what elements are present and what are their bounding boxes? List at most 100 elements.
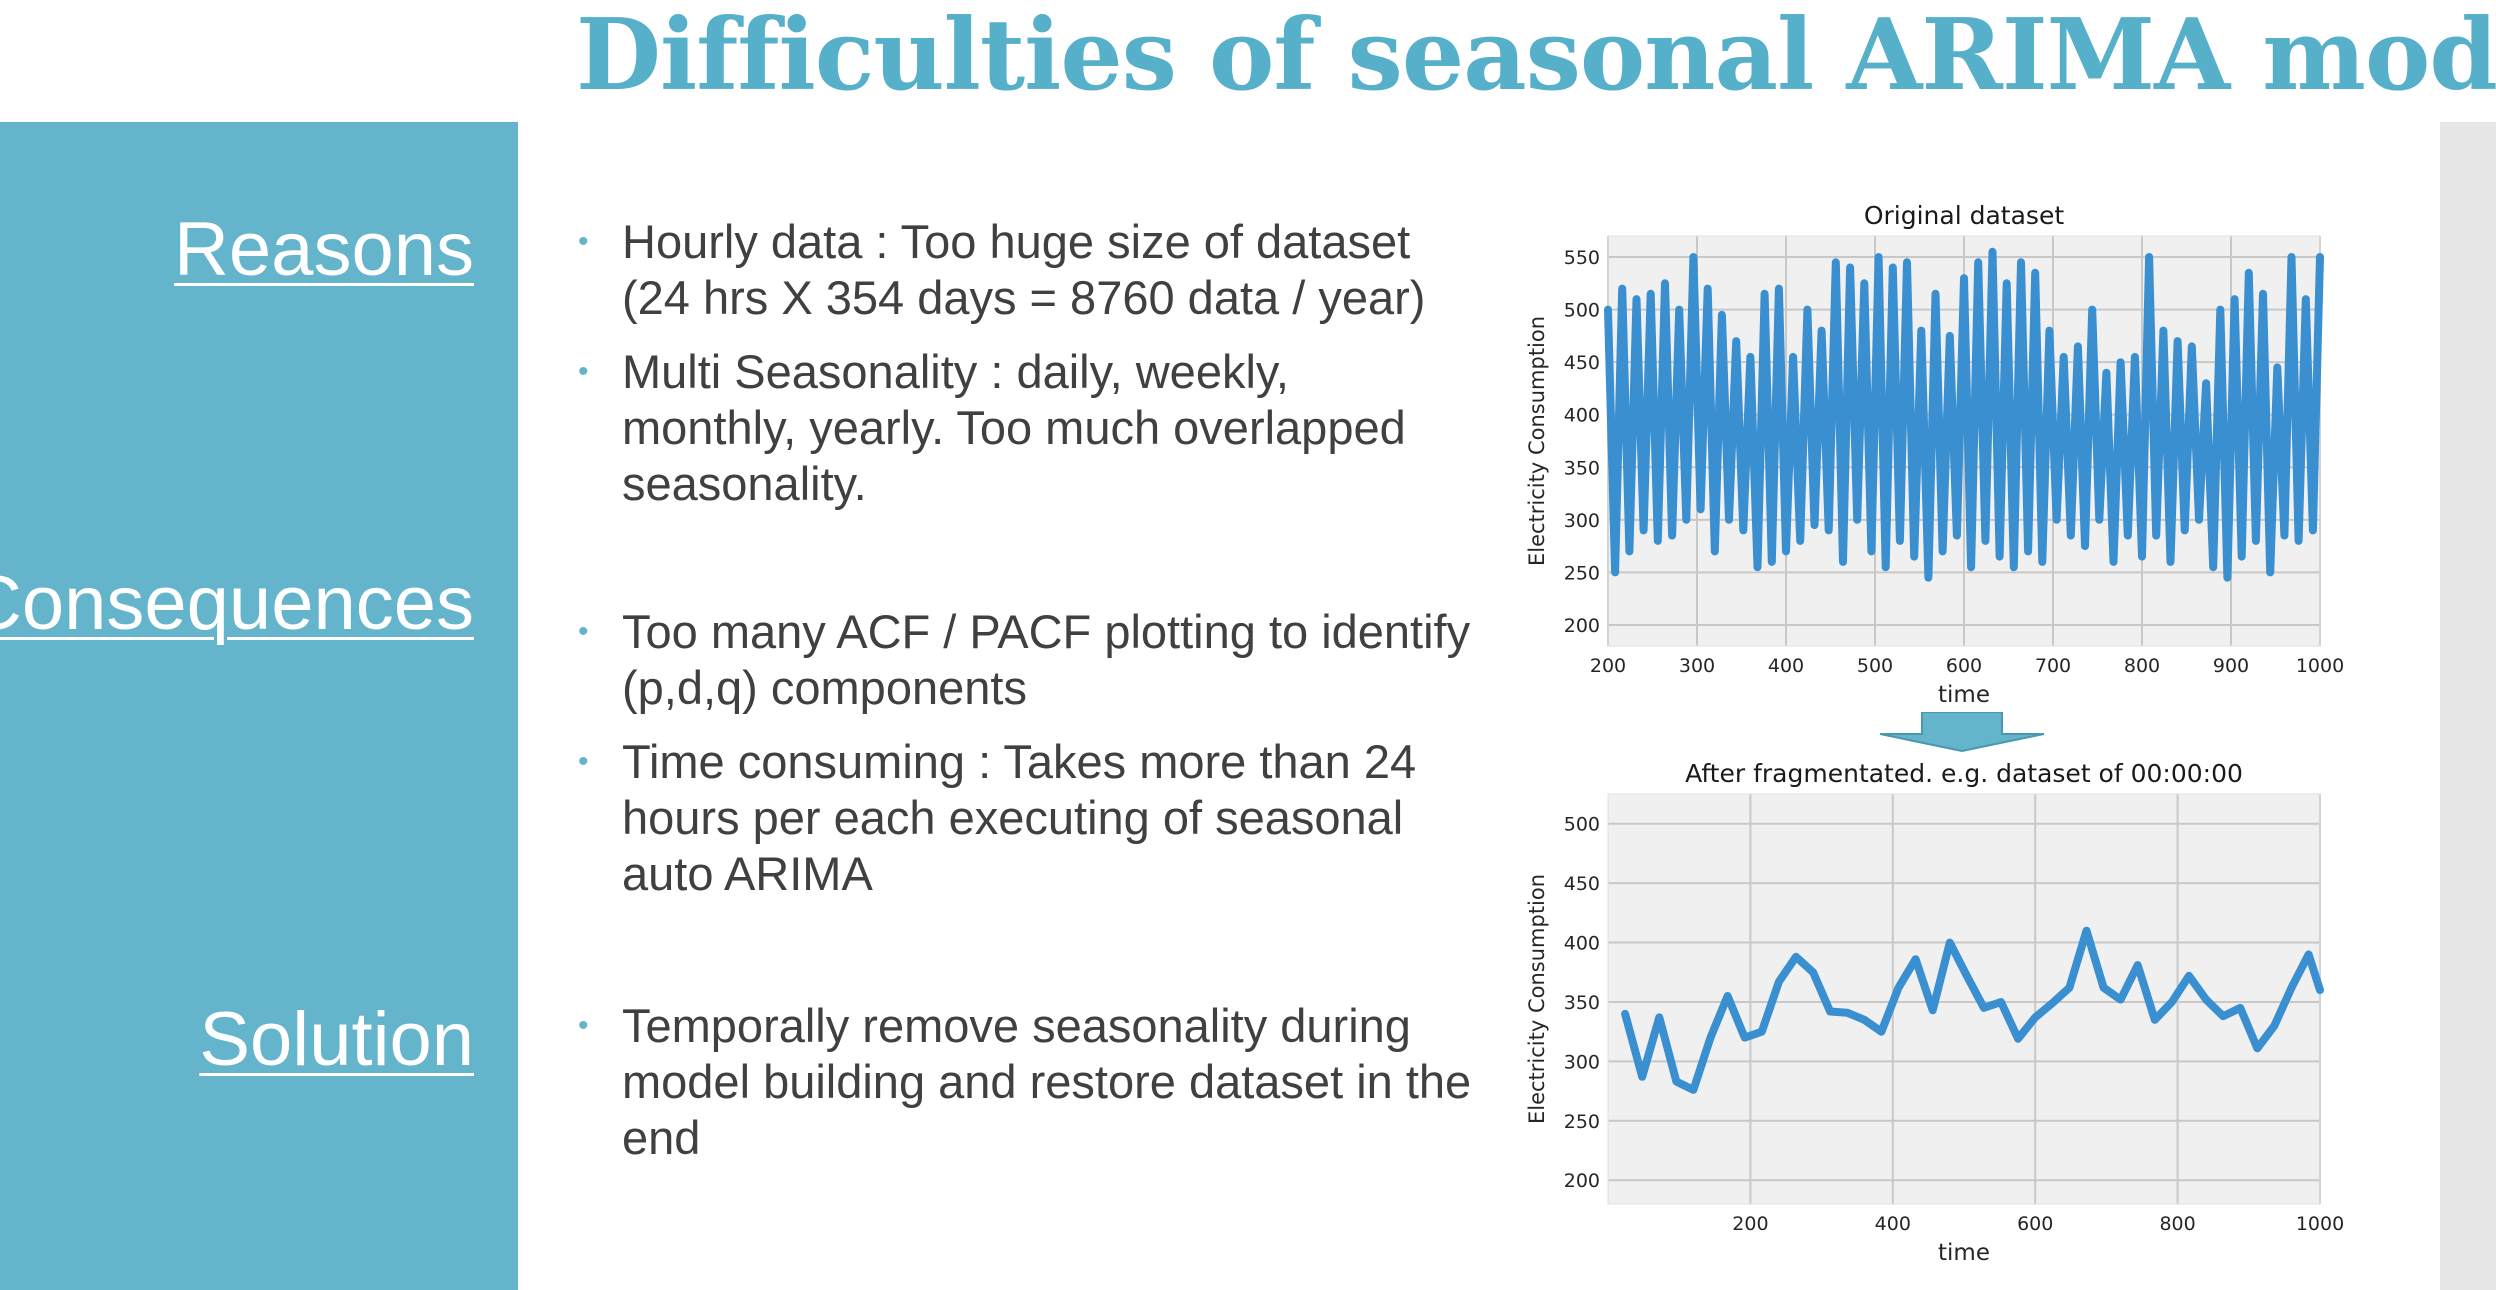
bullet-text: Multi Seasonality : daily, weekly, month…: [622, 345, 1406, 510]
data-point: [2219, 308, 2222, 311]
original-dataset-chart: 200 300 400 500 600 700 800 900 1000 200 250 300 350…: [1525, 201, 2344, 706]
data-point: [2148, 256, 2151, 258]
data-point: [2041, 560, 2044, 563]
y-tick-label: 400: [1564, 933, 1600, 955]
data-point: [1880, 1030, 1883, 1033]
bullet-text: Time consuming : Takes more than 24 hour…: [622, 735, 1417, 900]
data-point: [1970, 566, 1973, 569]
data-point: [1897, 986, 1900, 989]
x-axis-label: time: [1938, 682, 1990, 706]
data-point: [1991, 250, 1994, 253]
data-point: [1977, 261, 1980, 264]
bullet-text: Too many ACF / PACF plotting to identify…: [622, 605, 1471, 714]
y-tick-label: 450: [1564, 352, 1600, 374]
data-point: [1770, 560, 1773, 563]
data-point: [1846, 1011, 1849, 1014]
data-point: [1649, 292, 1652, 295]
bullet-item: • Temporally remove seasonality during mo…: [574, 998, 1474, 1166]
data-point: [1713, 550, 1716, 553]
y-tick-label: 300: [1564, 1051, 1600, 1073]
bullet-item: • Too many ACF / PACF plotting to identif…: [574, 604, 1474, 716]
bullet-item: • Time consuming : Takes more than 24 hou…: [574, 734, 1474, 902]
data-point: [2098, 518, 2101, 521]
data-point: [2085, 929, 2088, 932]
data-point: [2084, 545, 2086, 548]
data-point: [1813, 524, 1816, 527]
x-tick-label: 900: [2213, 655, 2249, 677]
section-label-consequences: Consequences: [0, 561, 474, 646]
y-tick-label: 250: [1564, 562, 1600, 584]
y-tick-label: 350: [1564, 992, 1600, 1014]
data-point: [2319, 256, 2321, 258]
data-point: [1777, 287, 1780, 290]
data-point: [2256, 1047, 2259, 1050]
data-point: [2311, 529, 2314, 532]
data-point: [2119, 998, 2122, 1001]
data-point: [1812, 971, 1815, 974]
data-point: [2069, 534, 2072, 537]
bullet-item: • Hourly data : Too huge size of dataset …: [574, 214, 1474, 326]
data-point: [2155, 534, 2158, 537]
data-point: [1792, 355, 1795, 358]
data-point: [1806, 308, 1809, 311]
x-tick-label: 800: [2159, 1213, 2195, 1235]
right-margin-bar: [2440, 122, 2496, 1290]
data-point: [1628, 550, 1631, 553]
data-point: [1931, 1009, 1934, 1012]
data-point: [2048, 329, 2051, 332]
y-tick-label: 250: [1564, 1111, 1600, 1133]
x-tick-label: 300: [1679, 655, 1715, 677]
data-point: [1829, 1010, 1832, 1013]
data-point: [1849, 266, 1852, 269]
data-point: [1621, 287, 1624, 290]
data-point: [2005, 282, 2008, 285]
data-point: [2205, 382, 2208, 385]
data-point: [1664, 282, 1666, 285]
y-tick-label: 200: [1564, 1170, 1600, 1192]
fragmented-dataset-chart: 200 400 600 800 1000 200 250 300 350 400 450 500 Aft…: [1525, 759, 2344, 1266]
data-point: [2233, 298, 2236, 301]
data-point: [2170, 1001, 2173, 1003]
data-point: [2062, 355, 2065, 358]
data-point: [1965, 974, 1968, 977]
sidebar-panel: [0, 122, 518, 1290]
data-point: [1948, 941, 1951, 944]
data-point: [2254, 539, 2257, 542]
reasons-bullet-list: • Hourly data : Too huge size of dataset …: [574, 214, 1474, 530]
y-axis-label: Electricity Consumption: [1525, 874, 1549, 1124]
bullet-dot-icon: •: [578, 1009, 589, 1042]
y-axis-label: Electricity Consumption: [1525, 316, 1549, 566]
data-point: [1635, 298, 1638, 301]
data-point: [1842, 560, 1844, 563]
data-point: [1656, 539, 1659, 542]
solution-bullet-list: • Temporally remove seasonality during mo…: [574, 998, 1474, 1184]
data-point: [1820, 329, 1823, 332]
plot-frame: [1607, 793, 2321, 1205]
section-label-solution: Solution: [199, 997, 474, 1082]
data-point: [1799, 539, 1802, 542]
data-point: [2304, 298, 2307, 301]
data-point: [1998, 555, 2001, 558]
data-point: [2068, 986, 2071, 989]
data-point: [1948, 334, 1951, 337]
data-point: [1863, 1018, 1866, 1021]
section-label-reasons: Reasons: [174, 207, 474, 292]
data-point: [2076, 345, 2079, 348]
data-point: [2262, 292, 2264, 295]
data-point: [2176, 340, 2179, 343]
data-point: [1955, 534, 1958, 537]
bullet-item: • Multi Seasonality : daily, weekly, mont…: [574, 344, 1474, 512]
data-point: [1870, 550, 1873, 553]
data-point: [1827, 529, 1830, 532]
x-tick-label: 400: [1768, 655, 1804, 677]
data-point: [2051, 1002, 2054, 1005]
bullet-dot-icon: •: [578, 355, 589, 388]
data-point: [2283, 534, 2286, 537]
data-point: [1743, 1036, 1746, 1039]
data-point: [1856, 518, 1859, 521]
data-point: [2188, 974, 2190, 977]
data-point: [1913, 555, 1916, 558]
x-tick-label: 200: [1732, 1213, 1768, 1235]
data-point: [1982, 1006, 1985, 1009]
